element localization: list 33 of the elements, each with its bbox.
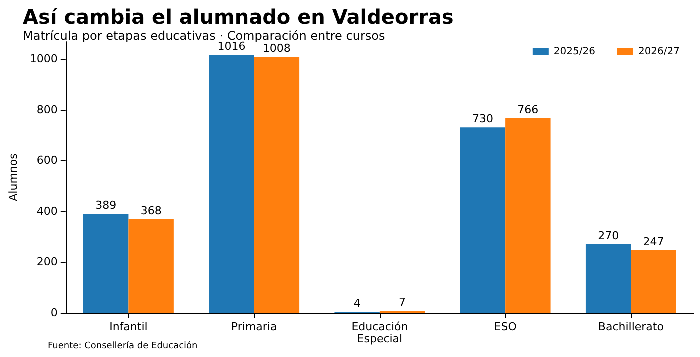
data-label: 368 [140, 204, 162, 218]
data-label: 4 [354, 296, 361, 310]
data-label: 766 [518, 103, 539, 116]
bar [83, 214, 129, 313]
x-tick-label: ESO [494, 320, 518, 334]
x-tick-label: Infantil [110, 320, 148, 334]
y-axis-title: Alumnos [7, 153, 20, 202]
data-label: 7 [399, 296, 406, 310]
y-tick-label: 0 [50, 306, 58, 320]
y-tick-label: 800 [36, 103, 58, 116]
y-tick-label: 600 [36, 154, 58, 168]
x-tick-label: Bachillerato [598, 320, 664, 334]
bar [586, 244, 632, 313]
legend-label: 2026/27 [638, 46, 680, 58]
chart-title: Así cambia el alumnado en Valdeorras [23, 5, 454, 29]
bar [506, 118, 551, 313]
x-tick-label: Educación Especial [352, 320, 408, 346]
y-tick-label: 1000 [30, 52, 58, 66]
bar [254, 56, 300, 313]
data-label: 389 [96, 199, 117, 212]
bar [631, 250, 676, 313]
bar [209, 54, 254, 313]
legend-label: 2025/26 [554, 46, 596, 58]
bar [128, 220, 174, 313]
y-tick-label: 200 [36, 256, 58, 269]
y-tick-label: 400 [36, 204, 58, 218]
data-label: 1008 [262, 42, 291, 55]
data-label: 270 [598, 229, 620, 242]
bar [460, 128, 506, 313]
data-label: 247 [643, 235, 664, 248]
x-tick-label: Primaria [231, 320, 278, 334]
source-note: Fuente: Consellería de Educación [48, 340, 198, 352]
data-label: 730 [472, 112, 494, 126]
